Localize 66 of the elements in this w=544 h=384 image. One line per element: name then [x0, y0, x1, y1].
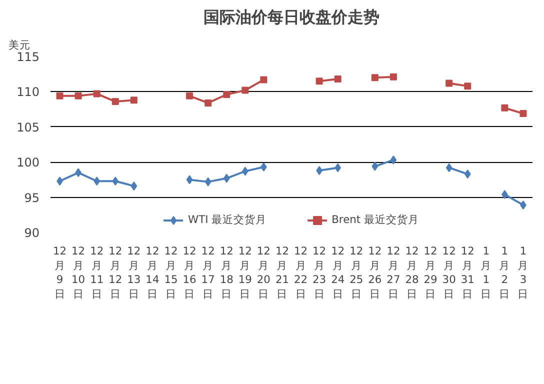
x-tick-label: 12月20日 [256, 244, 271, 300]
y-axis-title: 美元 [8, 38, 30, 52]
x-tick-label: 12月10日 [72, 244, 86, 300]
point [390, 155, 397, 164]
point [316, 78, 323, 85]
x-tick-label: 12月22日 [294, 244, 308, 300]
point [520, 110, 527, 118]
chart-title: 国际油价每日收盘价走势 [204, 8, 380, 26]
point [204, 99, 212, 106]
point [260, 76, 268, 84]
x-tick-label: 12月18日 [220, 244, 234, 300]
x-tick-label: 12月17日 [201, 244, 215, 300]
x-tick-label: 12月13日 [127, 244, 141, 300]
point [371, 74, 378, 82]
point [56, 92, 64, 100]
point [74, 92, 82, 100]
x-tick-label: 1月3日 [518, 244, 529, 300]
point [242, 86, 249, 94]
point [464, 170, 471, 179]
legend-label: WTI 最近交货月 [188, 213, 267, 227]
x-tick-label: 1月1日 [480, 244, 492, 300]
x-tick-label: 12月16日 [182, 244, 197, 300]
point [223, 174, 230, 183]
x-tick-label: 1月2日 [499, 244, 510, 300]
point [390, 73, 397, 80]
point [130, 182, 138, 191]
point [334, 163, 342, 172]
x-tick-label: 12月31日 [460, 244, 474, 300]
x-tick-label: 12月28日 [405, 244, 419, 300]
point [204, 177, 212, 186]
y-tick-label: 100 [16, 156, 40, 170]
x-tick-label: 12月14日 [146, 244, 160, 300]
x-tick-label: 12月29日 [424, 244, 438, 300]
point [112, 98, 119, 106]
x-tick-label: 12月23日 [312, 244, 326, 300]
point [446, 163, 452, 172]
point [334, 76, 342, 83]
point [186, 175, 193, 184]
point [112, 176, 119, 186]
point [130, 96, 138, 104]
point [94, 176, 100, 186]
y-tick-label: 95 [24, 190, 40, 205]
point [372, 162, 378, 171]
legend-label: Brent 最近交货月 [332, 213, 419, 227]
x-tick-label: 12月26日 [368, 244, 382, 300]
y-tick-label: 110 [16, 85, 40, 100]
point [501, 104, 508, 112]
x-tick-label: 12月30日 [442, 244, 456, 300]
point [242, 166, 248, 176]
y-tick-label: 115 [16, 50, 40, 64]
point [186, 92, 194, 100]
x-tick-label: 12月27日 [386, 244, 400, 300]
point [223, 91, 230, 98]
x-tick-label: 12月24日 [331, 244, 345, 300]
point [446, 80, 453, 87]
x-tick-label: 12月25日 [350, 244, 364, 300]
x-tick-label: 12月11日 [90, 244, 104, 300]
x-tick-label: 12月9日 [52, 244, 67, 300]
point [93, 90, 100, 98]
x-tick-label: 12月15日 [164, 244, 178, 300]
point [464, 82, 472, 90]
y-tick-label: 105 [16, 120, 40, 134]
x-tick-label: 12月12日 [108, 244, 122, 300]
y-tick-label: 90 [24, 226, 40, 240]
x-tick-label: 12月21日 [275, 244, 290, 300]
x-tick-label: 12月19日 [238, 244, 252, 300]
